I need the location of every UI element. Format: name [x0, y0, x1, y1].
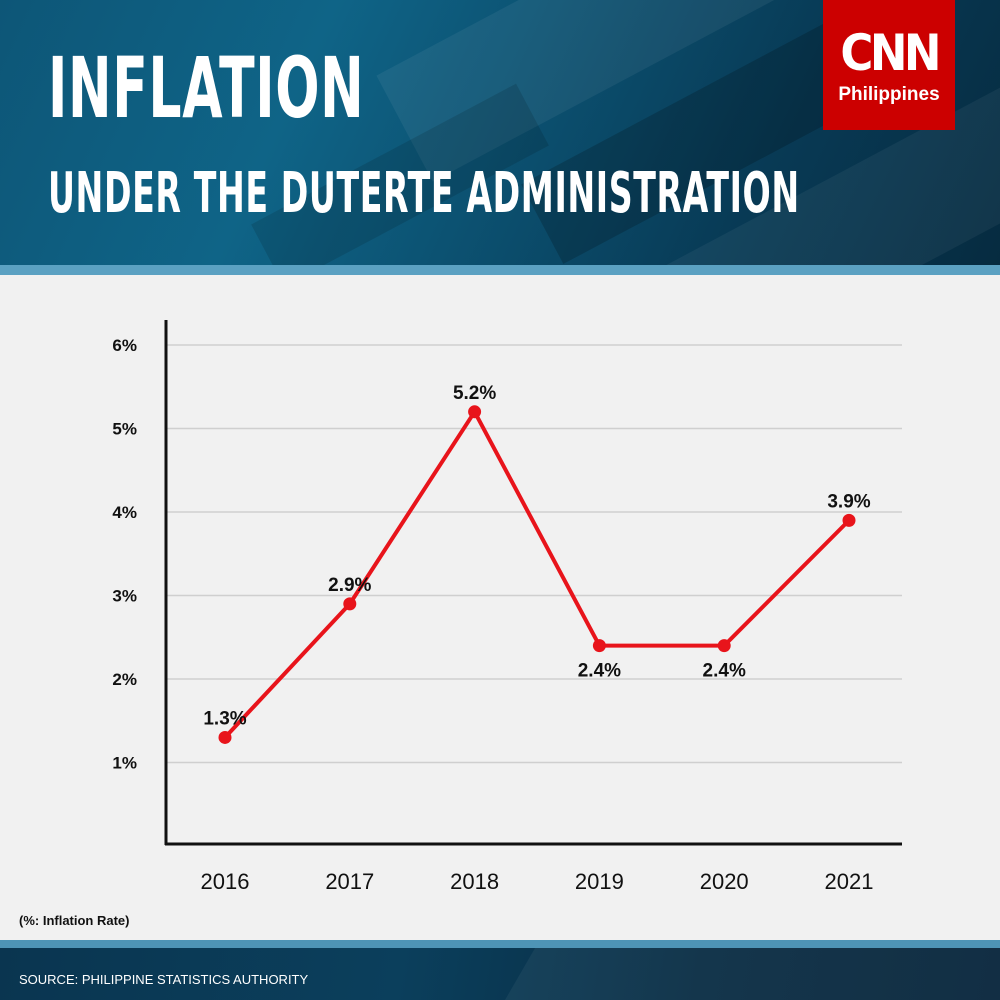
data-label: 2.4% [703, 661, 746, 682]
data-label: 2.4% [578, 661, 621, 682]
y-tick-label: 4% [112, 503, 137, 522]
data-point [717, 639, 731, 653]
data-label: 1.3% [203, 708, 246, 729]
data-point [468, 405, 482, 419]
page-title: INFLATION [48, 39, 365, 137]
footer-bar: SOURCE: PHILIPPINE STATISTICS AUTHORITY [0, 948, 1000, 1000]
x-axis-ticks: 2016 2017 2018 2019 2020 2021 [201, 869, 874, 894]
data-label: 5.2% [453, 383, 496, 404]
x-tick-label: 2019 [575, 869, 624, 894]
y-axis-ticks: 1% 2% 3% 4% 5% 6% [112, 336, 137, 773]
x-tick-label: 2021 [825, 869, 874, 894]
data-point [343, 597, 357, 611]
data-label: 3.9% [827, 491, 870, 512]
page-subtitle: UNDER THE DUTERTE ADMINISTRATION [48, 161, 800, 226]
footer-divider [0, 940, 1000, 948]
series-line-path [223, 409, 851, 739]
logo-subtitle: Philippines [838, 84, 940, 105]
y-tick-label: 1% [112, 754, 137, 773]
data-point [592, 639, 606, 653]
y-tick-label: 6% [112, 336, 137, 355]
x-tick-label: 2020 [700, 869, 749, 894]
y-tick-label: 5% [112, 420, 137, 439]
data-point [218, 730, 232, 744]
y-tick-label: 3% [112, 587, 137, 606]
data-label: 2.9% [328, 575, 371, 596]
x-tick-label: 2017 [325, 869, 374, 894]
cnn-philippines-logo: CNN Philippines [823, 0, 955, 130]
logo-mark: CNN [840, 24, 941, 82]
data-points [218, 405, 856, 744]
series-line [223, 409, 851, 739]
x-tick-label: 2018 [450, 869, 499, 894]
data-labels: 1.3% 2.9% 5.2% 2.4% 2.4% 3.9% [203, 383, 870, 730]
background-shape [504, 948, 1000, 1000]
data-point [842, 513, 856, 527]
header-divider [0, 265, 1000, 275]
header-banner: INFLATION UNDER THE DUTERTE ADMINISTRATI… [0, 0, 1000, 268]
x-tick-label: 2016 [201, 869, 250, 894]
y-tick-label: 2% [112, 670, 137, 689]
unit-note: (%: Inflation Rate) [19, 913, 130, 928]
source-credit: SOURCE: PHILIPPINE STATISTICS AUTHORITY [19, 972, 309, 987]
gridlines [166, 344, 902, 764]
